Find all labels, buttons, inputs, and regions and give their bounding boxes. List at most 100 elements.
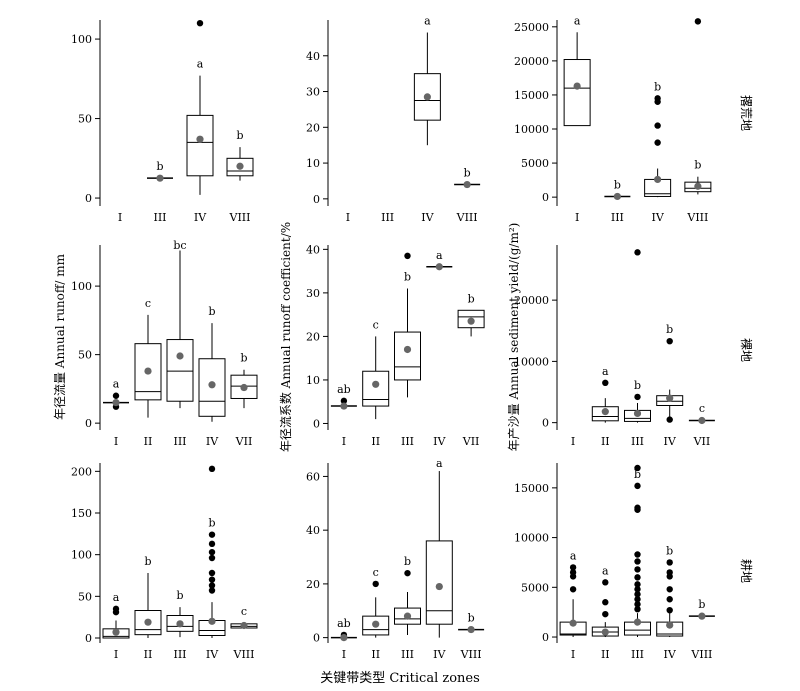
box-III: bc <box>166 239 194 409</box>
outlier-point <box>694 18 702 25</box>
box-II: b <box>134 555 162 638</box>
significance-letter: b <box>654 80 661 93</box>
y-tick-label: 30 <box>306 86 320 99</box>
significance-letter: b <box>404 271 411 284</box>
box-I: a <box>559 549 587 638</box>
y-tick-label: 100 <box>71 549 92 562</box>
outlier-point <box>634 551 641 558</box>
significance-letter: b <box>404 555 411 568</box>
box-II: a <box>591 365 619 423</box>
y-tick-label: 0 <box>542 417 549 430</box>
mean-point <box>144 618 152 626</box>
box-VIII: b <box>226 129 254 181</box>
mean-point <box>698 416 706 425</box>
mean-point <box>403 345 412 354</box>
outlier-point <box>634 596 641 603</box>
significance-letter: ab <box>337 383 351 396</box>
x-tick-label: I <box>118 211 122 224</box>
x-tick-label: IV <box>433 435 446 448</box>
y-tick-label: 60 <box>306 470 320 483</box>
y-tick-label: 25000 <box>514 21 549 34</box>
significance-letter: b <box>240 352 247 365</box>
y-tick-label: 50 <box>78 349 92 362</box>
outlier-point <box>208 576 216 583</box>
x-axis-title: 关键带类型 Critical zones <box>320 671 480 686</box>
significance-letter: a <box>574 14 581 27</box>
x-tick-label: IV <box>433 648 446 661</box>
mean-point <box>403 612 412 620</box>
mean-point <box>340 634 348 642</box>
y-tick-label: 0 <box>542 191 549 204</box>
outlier-point <box>634 566 641 573</box>
y-tick-label: 10 <box>306 157 320 170</box>
outlier-point <box>196 19 204 27</box>
x-tick-label: III <box>381 211 394 224</box>
box-iqr <box>563 59 591 127</box>
significance-letter: bc <box>173 239 186 252</box>
mean-point <box>666 394 674 402</box>
significance-letter: c <box>373 318 379 331</box>
x-tick-label: IV <box>206 435 219 448</box>
outlier-point <box>569 569 577 576</box>
box-I: ab <box>330 617 357 642</box>
mean-point <box>144 367 152 375</box>
box-IV: a <box>426 249 453 271</box>
box-VIII: c <box>230 605 258 630</box>
mean-point <box>694 182 702 190</box>
significance-letter: b <box>468 292 475 305</box>
outlier-point <box>602 579 609 586</box>
significance-letter: a <box>436 249 443 262</box>
significance-letter: c <box>699 402 705 415</box>
outlier-point <box>666 416 673 423</box>
outlier-point <box>634 464 641 472</box>
y-tick-label: 15000 <box>514 482 549 495</box>
significance-letter: b <box>208 305 215 318</box>
x-tick-label: VIII <box>686 211 708 224</box>
x-tick-label: III <box>631 435 644 448</box>
y-tick-label: 0 <box>313 417 320 430</box>
box-iqr <box>166 339 194 402</box>
x-tick-label: IV <box>664 435 677 448</box>
x-tick-label: IV <box>194 211 207 224</box>
mean-point <box>236 162 244 170</box>
mean-point <box>633 618 642 626</box>
outlier-point <box>208 531 216 538</box>
box-II: a <box>591 564 619 638</box>
significance-letter: a <box>602 365 609 378</box>
mean-point <box>573 82 581 90</box>
x-tick-label: III <box>153 211 166 224</box>
outlier-point <box>634 591 641 598</box>
significance-letter: c <box>145 297 151 310</box>
outlier-point <box>666 559 673 566</box>
mean-point <box>435 263 443 271</box>
y-tick-label: 0 <box>85 192 92 205</box>
mean-point <box>176 620 184 628</box>
outlier-point <box>372 580 379 588</box>
row-label-3: 耕地 <box>739 559 754 583</box>
box-III: b <box>394 252 421 398</box>
significance-letter: b <box>156 160 163 173</box>
outlier-point <box>634 249 641 256</box>
significance-letter: b <box>144 555 151 568</box>
box-VII: b <box>457 292 485 337</box>
significance-letter: b <box>694 159 701 172</box>
box-IV: a <box>186 19 214 195</box>
significance-letter: b <box>634 379 641 392</box>
y-tick-label: 40 <box>306 524 320 537</box>
box-IV: b <box>656 323 684 423</box>
x-tick-label: VIII <box>460 648 482 661</box>
x-tick-label: I <box>571 435 575 448</box>
outlier-point <box>666 596 673 603</box>
row-label-2: 裸地 <box>739 338 754 362</box>
significance-letter: a <box>436 457 443 470</box>
outlier-point <box>112 392 120 399</box>
row-label-1: 撂荒地 <box>739 95 753 131</box>
mean-point <box>463 180 471 189</box>
mean-point <box>240 383 248 392</box>
box-IV: b <box>198 305 226 422</box>
mean-point <box>569 619 577 627</box>
y-tick-label: 10000 <box>514 123 549 136</box>
